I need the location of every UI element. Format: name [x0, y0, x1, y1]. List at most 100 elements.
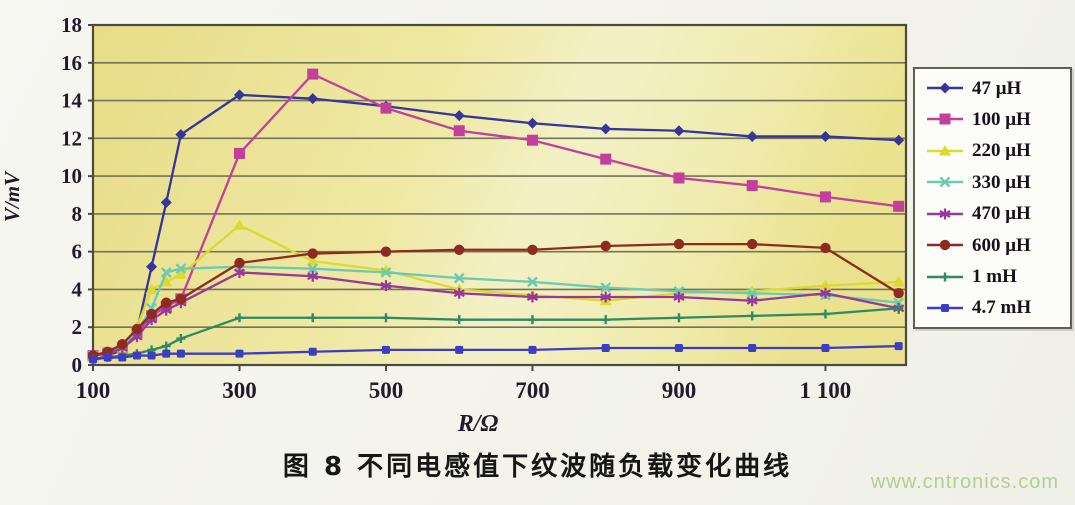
diamond-marker-icon: [307, 93, 319, 105]
x-tick-label: 300: [222, 378, 257, 403]
circle-marker-icon: [175, 293, 187, 305]
legend-swatch: [927, 113, 963, 125]
y-tick-label: 16: [61, 51, 82, 75]
square-small-marker-icon: [147, 351, 156, 360]
square-small-marker-icon: [308, 347, 317, 356]
legend-swatch: [927, 272, 963, 282]
triangle-marker-icon: [174, 268, 187, 279]
square-small-marker-icon: [821, 344, 830, 352]
square-small-marker-icon: [748, 344, 757, 352]
square-small-marker-icon: [118, 353, 127, 362]
plus-marker-icon: [234, 313, 244, 323]
square-marker-icon: [893, 200, 905, 212]
diamond-marker-icon: [160, 197, 172, 209]
circle-marker-icon: [673, 238, 685, 250]
square-small-marker-icon: [235, 349, 244, 358]
circle-marker-icon: [131, 323, 143, 335]
x-axis-title: R/Ω: [457, 411, 499, 437]
watermark-text: www.cntronics.com: [870, 471, 1059, 493]
legend-label: 470 μH: [972, 203, 1031, 225]
legend-item-3: 330 μH: [924, 169, 1064, 195]
y-axis-title: V/mV: [0, 170, 24, 222]
y-tick-label: 4: [72, 277, 83, 301]
x-marker-icon: [307, 263, 319, 275]
plot-border: [91, 23, 908, 367]
square-marker-icon: [307, 68, 319, 80]
y-tick-label: 6: [72, 240, 83, 264]
star-marker-icon: [526, 291, 539, 303]
plus-marker-icon: [308, 313, 318, 323]
square-small-marker-icon: [894, 342, 903, 351]
diamond-marker-icon: [819, 130, 831, 142]
circle-marker-icon: [893, 288, 904, 299]
triangle-marker-icon: [892, 275, 905, 287]
plus-marker-icon: [381, 313, 391, 323]
circle-marker-icon: [454, 244, 465, 255]
x-tick-label: 700: [515, 378, 550, 403]
triangle-marker-icon: [145, 283, 158, 294]
y-tick-label: 10: [61, 164, 82, 188]
legend-label: 1 mH: [972, 266, 1017, 288]
series-markers-7: [89, 342, 903, 364]
diamond-marker-icon: [233, 89, 245, 101]
square-small-marker-icon: [941, 303, 949, 312]
circle-marker-icon: [234, 257, 245, 269]
legend-item-5: 600 μH: [924, 232, 1064, 258]
x-marker-icon: [527, 276, 538, 288]
square-marker-icon: [453, 125, 465, 137]
legend-label: 220 μH: [972, 140, 1031, 162]
square-marker-icon: [673, 172, 685, 184]
triangle-marker-icon: [233, 219, 246, 230]
star-marker-icon: [600, 291, 612, 303]
legend-item-2: 220 μH: [924, 138, 1064, 164]
x-marker-icon: [175, 263, 187, 275]
plus-marker-icon: [674, 313, 684, 323]
square-small-marker-icon: [132, 351, 141, 360]
circle-marker-icon: [307, 248, 318, 259]
plus-marker-icon: [601, 315, 611, 325]
legend-swatch: [927, 176, 963, 188]
star-marker-icon: [380, 280, 392, 292]
square-marker-icon: [819, 191, 831, 203]
legend-item-1: 100 μH: [924, 106, 1064, 132]
legend-label: 100 μH: [972, 108, 1031, 130]
y-tick-label: 18: [61, 13, 82, 37]
circle-marker-icon: [117, 339, 128, 350]
diamond-marker-icon: [175, 129, 187, 141]
circle-marker-icon: [146, 308, 157, 320]
plus-marker-icon: [176, 334, 186, 344]
square-small-marker-icon: [601, 344, 610, 352]
plus-marker-icon: [527, 315, 537, 325]
star-marker-icon: [819, 287, 831, 299]
legend-label: 330 μH: [972, 171, 1031, 193]
legend-swatch: [927, 303, 963, 312]
circle-marker-icon: [527, 244, 538, 255]
plus-marker-icon: [161, 341, 171, 351]
diamond-marker-icon: [746, 130, 758, 142]
square-marker-icon: [526, 134, 538, 146]
legend-item-6: 1 mH: [924, 264, 1064, 290]
legend-swatch: [927, 82, 963, 94]
diamond-marker-icon: [146, 261, 158, 273]
triangle-marker-icon: [160, 275, 173, 287]
diamond-marker-icon: [673, 125, 685, 137]
circle-marker-icon: [380, 246, 392, 257]
star-marker-icon: [673, 291, 685, 303]
legend: 47 μH 100 μH 220 μH 330 μH 470 μH 600 μH 1 mH 4…: [913, 67, 1072, 329]
y-tick-label: 12: [61, 126, 82, 150]
legend-item-4: 470 μH: [924, 201, 1064, 227]
x-marker-icon: [746, 287, 758, 299]
x-tick-label: 1 100: [800, 378, 852, 403]
square-small-marker-icon: [176, 349, 185, 358]
x-tick-label: 100: [76, 378, 111, 403]
square-small-marker-icon: [674, 344, 683, 352]
diamond-marker-icon: [526, 117, 538, 129]
diamond-marker-icon: [600, 123, 612, 135]
plus-marker-icon: [894, 303, 904, 313]
circle-marker-icon: [746, 238, 758, 250]
circle-marker-icon: [820, 242, 831, 254]
diamond-marker-icon: [939, 82, 951, 94]
plus-marker-icon: [747, 311, 757, 321]
figure-caption: 图 8 不同电感值下纹波随负载变化曲线: [282, 452, 793, 482]
circle-marker-icon: [161, 297, 172, 308]
